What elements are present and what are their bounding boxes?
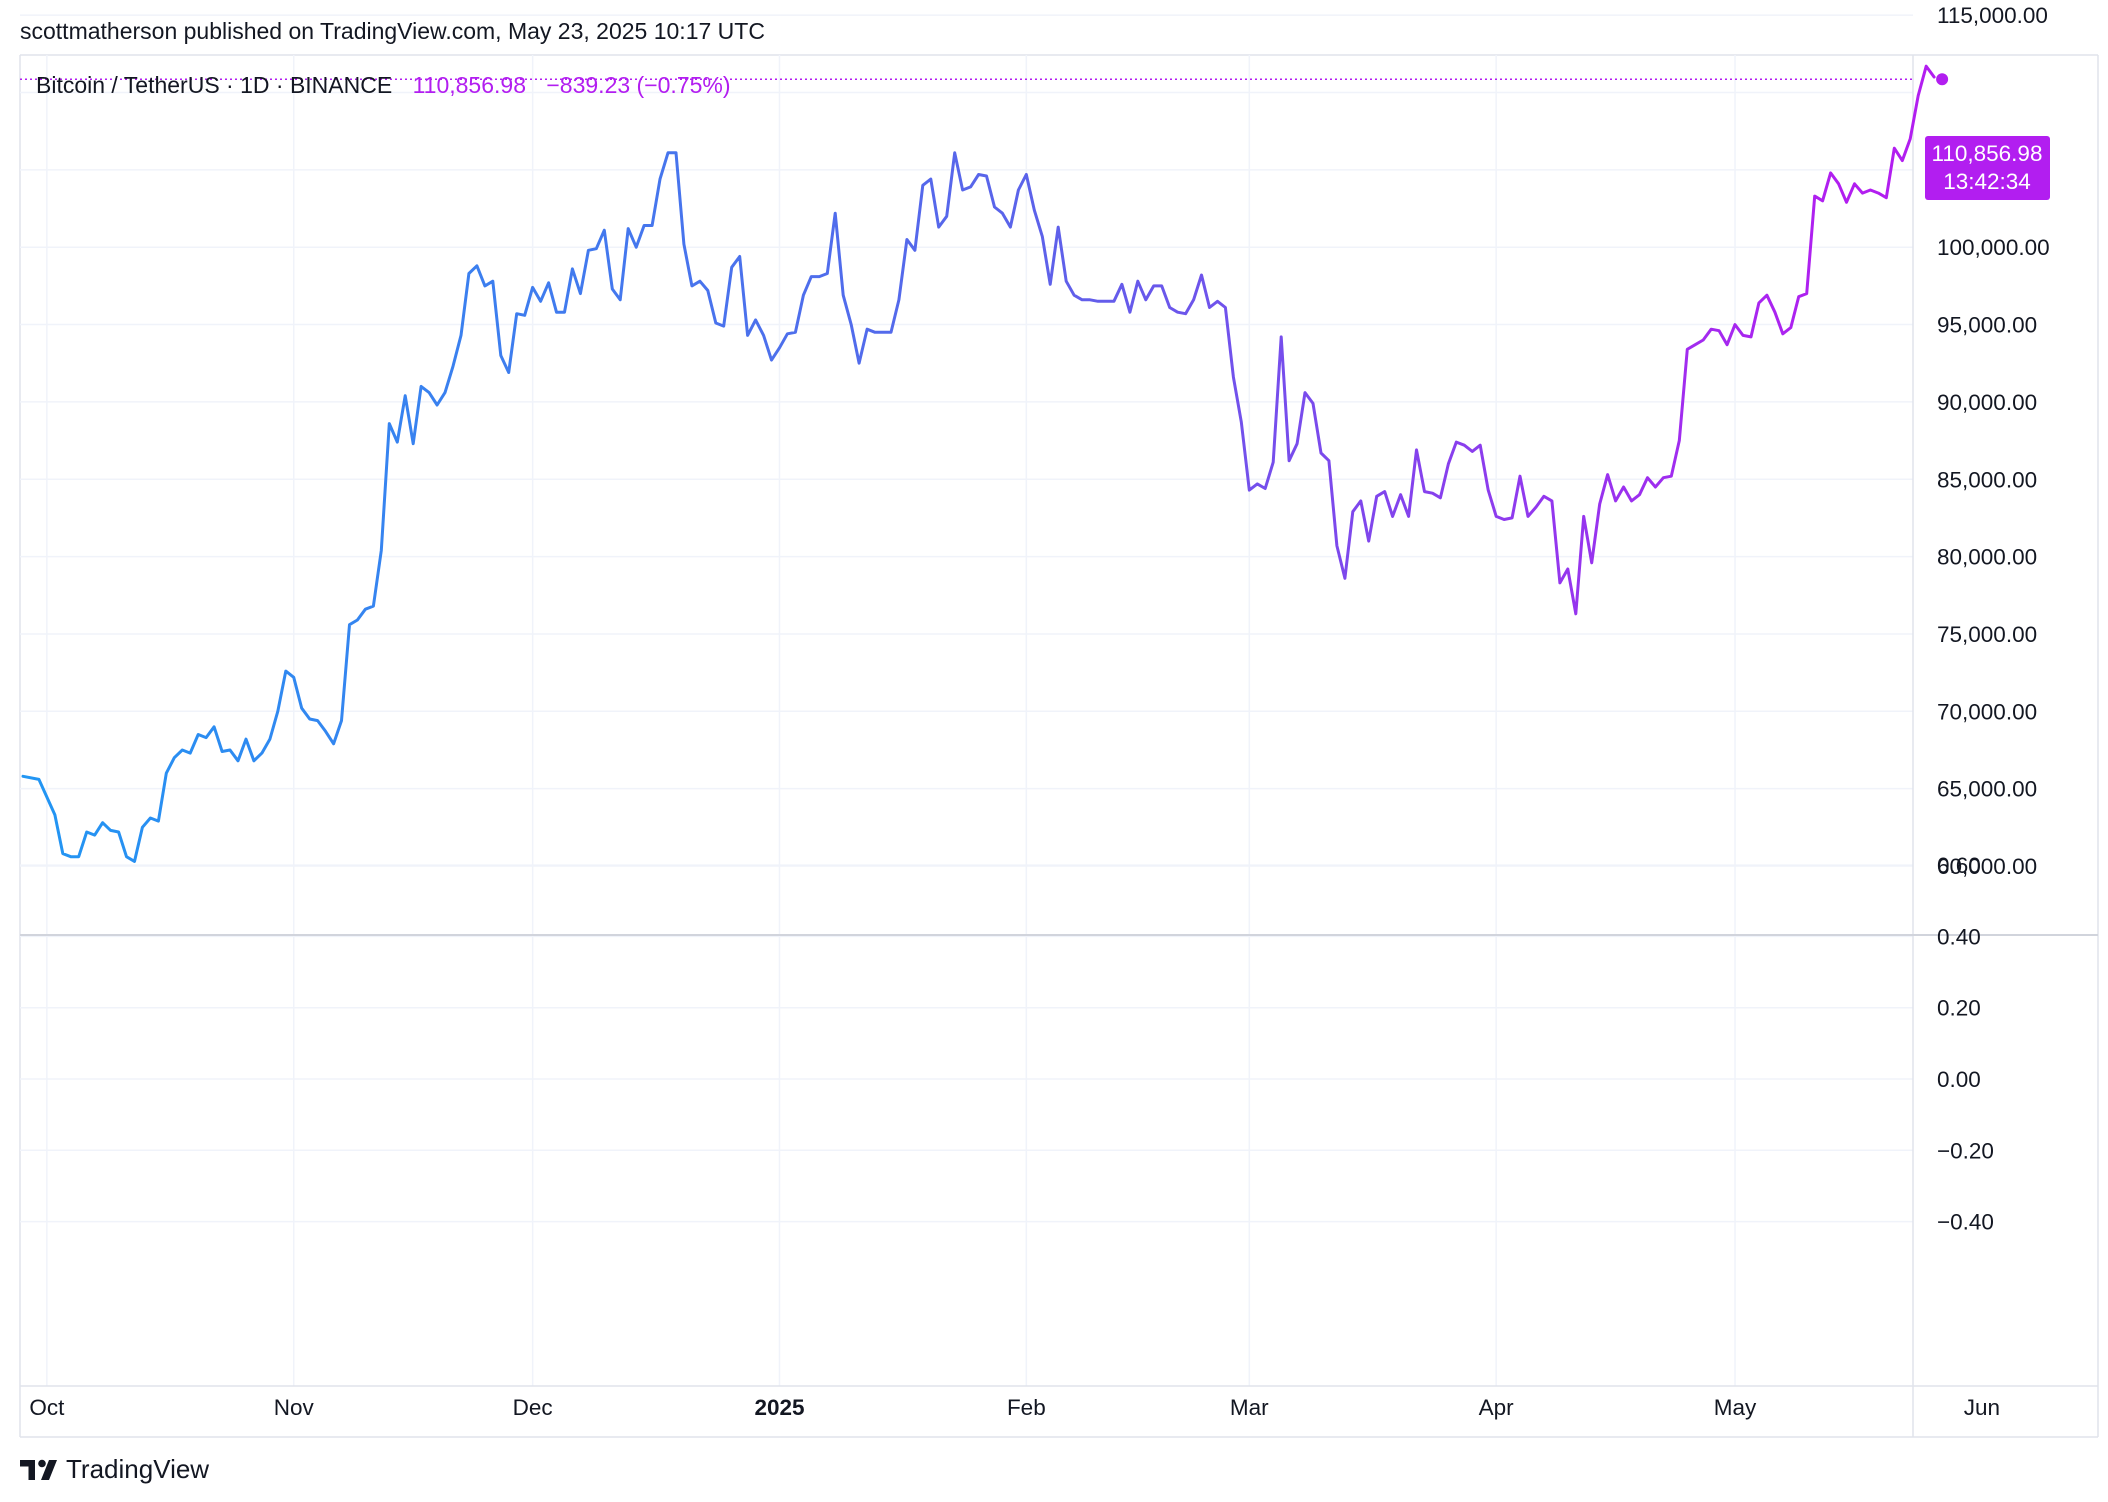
price-label: 70,000.00 [1937, 699, 2037, 724]
tradingview-logo-text: TradingView [66, 1454, 209, 1484]
indicator-axis-labels[interactable]: 0.60 0.40 0.20 0.00 −0.20 −0.40 [1937, 853, 1994, 1235]
price-label: 100,000.00 [1937, 235, 2050, 260]
chart-frame [19, 54, 2099, 1438]
indicator-label: 0.40 [1937, 924, 1981, 949]
indicator-label: 0.60 [1937, 853, 1981, 878]
indicator-label: 0.20 [1937, 996, 1981, 1021]
vertical-gridlines [46, 55, 1736, 1386]
price-tag-box [1925, 136, 2050, 200]
time-label-oct: Oct [29, 1395, 65, 1420]
btc-price-series[interactable] [21, 64, 1936, 863]
price-label: 90,000.00 [1937, 390, 2037, 415]
indicator-label: −0.40 [1937, 1210, 1994, 1235]
legend-change: −839.23 (−0.75%) [546, 72, 730, 98]
time-label-dec: Dec [513, 1395, 553, 1420]
time-label-mar: Mar [1230, 1395, 1269, 1420]
time-label-feb: Feb [1007, 1395, 1046, 1420]
indicator-gridlines [20, 864, 1913, 1223]
price-label: 80,000.00 [1937, 545, 2037, 570]
indicator-label: −0.20 [1937, 1138, 1994, 1163]
legend-last-price: 110,856.98 [413, 72, 526, 98]
price-tag-countdown: 13:42:34 [1943, 169, 2031, 194]
time-label-2025: 2025 [754, 1395, 804, 1420]
price-label: 115,000.00 [1937, 3, 2048, 28]
time-label-nov: Nov [274, 1395, 315, 1420]
symbol-legend[interactable]: Bitcoin / TetherUS · 1D · BINANCE 110,85… [36, 72, 731, 98]
price-label: 60,000.00 [1937, 854, 2037, 879]
price-gridlines [20, 14, 1913, 867]
price-label: 65,000.00 [1937, 777, 2037, 802]
legend-symbol: Bitcoin / TetherUS · 1D · BINANCE [36, 72, 392, 98]
indicator-label: 0.00 [1937, 1067, 1981, 1092]
price-label: 75,000.00 [1937, 622, 2037, 647]
time-label-apr: Apr [1479, 1395, 1515, 1420]
tradingview-logo-icon [20, 1459, 57, 1480]
time-label-may: May [1714, 1395, 1757, 1420]
time-label-jun: Jun [1964, 1395, 2000, 1420]
price-label: 95,000.00 [1937, 313, 2037, 338]
last-price-tag: 110,856.98 13:42:34 [1925, 136, 2050, 200]
publisher-header: scottmatherson published on TradingView.… [20, 18, 765, 44]
price-label: 85,000.00 [1937, 467, 2037, 492]
tradingview-logo[interactable]: TradingView [20, 1454, 209, 1484]
price-tag-value: 110,856.98 [1932, 141, 2043, 166]
price-axis-labels[interactable]: 60,000.00 65,000.00 70,000.00 75,000.00 80,0… [1937, 3, 2050, 879]
time-axis-labels[interactable]: Oct Nov Dec 2025 Feb Mar Apr May Jun [29, 1395, 2000, 1420]
last-price-marker [1936, 73, 1949, 86]
